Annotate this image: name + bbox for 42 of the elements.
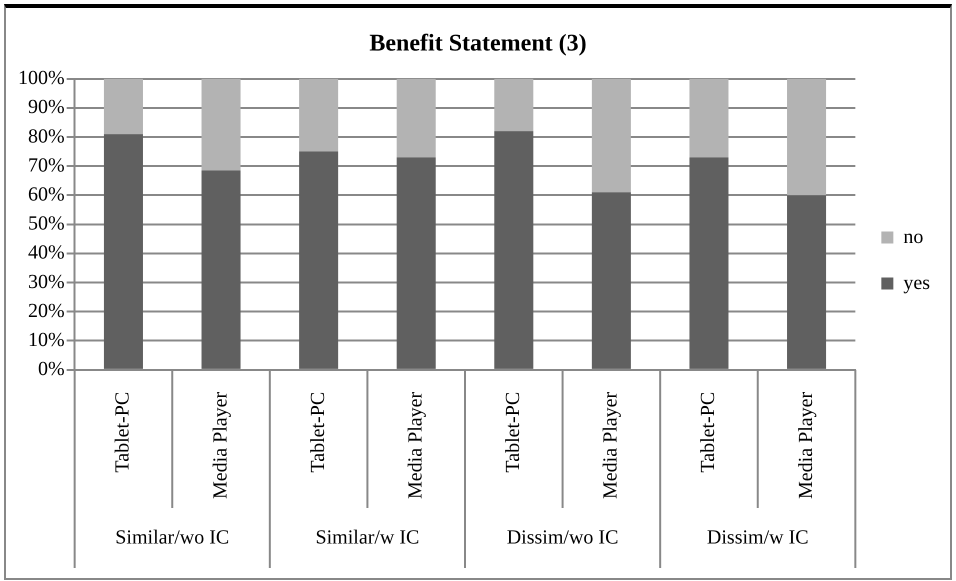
y-tick-label: 10% [28, 328, 65, 351]
bar [202, 170, 241, 369]
y-tick-label: 70% [28, 154, 65, 176]
y-tick-label: 30% [28, 270, 65, 293]
text: Dissim/wo IC [506, 526, 618, 548]
x-tick-label: Tablet-PC [306, 392, 329, 473]
bar [592, 78, 631, 192]
x-tick-label: Tablet-PC [502, 392, 524, 473]
y-tick-label: 80% [28, 125, 65, 148]
bar [396, 157, 436, 369]
y-tick-label: 20% [28, 300, 65, 322]
text: Similar/w IC [315, 526, 420, 548]
bar [689, 157, 728, 369]
x-tick-label: Tablet-PC [112, 392, 134, 473]
x-tick-label: Media Player [794, 391, 817, 499]
bar [494, 131, 534, 369]
bar [104, 78, 143, 134]
y-tick-label: 90% [28, 96, 65, 118]
bar [494, 78, 534, 132]
x-tick-label: Tablet-PC [697, 392, 720, 473]
y-tick-label: 40% [28, 242, 65, 264]
bar [787, 195, 826, 369]
chart-title: Benefit Statement (3) [369, 30, 587, 57]
y-tick-label: 0% [38, 358, 65, 380]
x-tick-label: Media Player [404, 391, 426, 499]
x-tick-label: Media Player [209, 391, 232, 499]
text: Similar/wo IC [115, 526, 230, 548]
bar [202, 78, 241, 170]
bar [396, 78, 436, 158]
bar [592, 192, 631, 369]
bar [787, 78, 826, 196]
legend-label: no [903, 226, 924, 248]
bar [299, 78, 338, 152]
bar [104, 134, 143, 369]
y-tick-label: 50% [28, 212, 65, 235]
bar [299, 152, 338, 369]
y-tick-label: 60% [28, 183, 65, 206]
text: Dissim/w IC [706, 526, 809, 548]
y-tick-label: 100% [18, 67, 65, 90]
legend-label: yes [903, 272, 930, 294]
bar [689, 78, 728, 158]
x-tick-label: Media Player [600, 391, 622, 499]
